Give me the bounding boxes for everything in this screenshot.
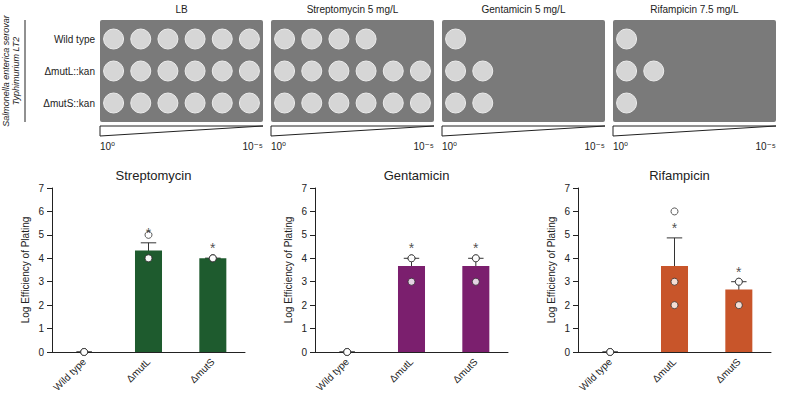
svg-text:3: 3	[564, 276, 570, 287]
svg-text:ΔmutS: ΔmutS	[188, 356, 217, 385]
svg-text:10⁰: 10⁰	[100, 141, 115, 152]
svg-text:10⁰: 10⁰	[271, 141, 286, 152]
svg-text:*: *	[473, 240, 479, 256]
svg-text:Gentamicin: Gentamicin	[384, 168, 450, 183]
svg-text:6: 6	[301, 206, 307, 217]
svg-text:4: 4	[301, 253, 307, 264]
svg-text:Salmonella enterica serovar: Salmonella enterica serovar	[1, 14, 11, 127]
svg-text:10⁰: 10⁰	[442, 141, 457, 152]
svg-text:Wild type: Wild type	[51, 356, 88, 393]
svg-text:0: 0	[301, 347, 307, 358]
svg-text:ΔmutS::kan: ΔmutS::kan	[43, 98, 95, 109]
svg-text:4: 4	[38, 253, 44, 264]
svg-text:Streptomycin: Streptomycin	[116, 168, 192, 183]
svg-text:7: 7	[301, 183, 307, 194]
svg-text:Log Efficiency of Plating: Log Efficiency of Plating	[546, 217, 557, 324]
svg-text:5: 5	[38, 229, 44, 240]
svg-text:7: 7	[38, 183, 44, 194]
svg-text:*: *	[146, 225, 152, 241]
svg-text:ΔmutL: ΔmutL	[387, 356, 416, 385]
svg-text:Gentamicin 5 mg/L: Gentamicin 5 mg/L	[482, 4, 566, 15]
svg-text:Log Efficiency of Plating: Log Efficiency of Plating	[283, 217, 294, 324]
svg-text:Wild type: Wild type	[314, 356, 351, 393]
svg-text:*: *	[736, 264, 742, 280]
svg-text:10⁻⁵: 10⁻⁵	[242, 141, 263, 152]
svg-text:6: 6	[564, 206, 570, 217]
svg-text:Wild type: Wild type	[54, 34, 96, 45]
svg-text:ΔmutL: ΔmutL	[124, 356, 153, 385]
svg-text:Typhimurium LT2: Typhimurium LT2	[11, 37, 21, 106]
svg-text:*: *	[210, 240, 216, 256]
svg-text:ΔmutL::kan: ΔmutL::kan	[44, 66, 95, 77]
svg-text:ΔmutS: ΔmutS	[451, 356, 480, 385]
svg-text:5: 5	[301, 229, 307, 240]
svg-text:2: 2	[38, 300, 44, 311]
svg-text:5: 5	[564, 229, 570, 240]
svg-text:0: 0	[38, 347, 44, 358]
svg-text:3: 3	[38, 276, 44, 287]
svg-text:Streptomycin 5 mg/L: Streptomycin 5 mg/L	[307, 4, 399, 15]
svg-text:*: *	[409, 240, 415, 256]
svg-text:10⁰: 10⁰	[613, 141, 628, 152]
svg-text:1: 1	[564, 323, 570, 334]
svg-text:Rifampicin 7.5 mg/L: Rifampicin 7.5 mg/L	[650, 4, 739, 15]
svg-text:ΔmutS: ΔmutS	[714, 356, 743, 385]
svg-text:10⁻⁵: 10⁻⁵	[413, 141, 434, 152]
svg-text:6: 6	[38, 206, 44, 217]
svg-text:10⁻⁵: 10⁻⁵	[584, 141, 605, 152]
svg-text:2: 2	[301, 300, 307, 311]
svg-text:ΔmutL: ΔmutL	[650, 356, 679, 385]
svg-text:2: 2	[564, 300, 570, 311]
svg-text:10⁻⁵: 10⁻⁵	[755, 141, 776, 152]
svg-text:0: 0	[564, 347, 570, 358]
svg-text:Wild type: Wild type	[577, 356, 614, 393]
svg-text:1: 1	[38, 323, 44, 334]
svg-text:7: 7	[564, 183, 570, 194]
svg-text:*: *	[672, 220, 678, 236]
svg-text:4: 4	[564, 253, 570, 264]
svg-text:3: 3	[301, 276, 307, 287]
svg-text:Log Efficiency of Plating: Log Efficiency of Plating	[20, 217, 31, 324]
svg-text:LB: LB	[175, 4, 188, 15]
svg-text:1: 1	[301, 323, 307, 334]
svg-text:Rifampicin: Rifampicin	[649, 168, 710, 183]
